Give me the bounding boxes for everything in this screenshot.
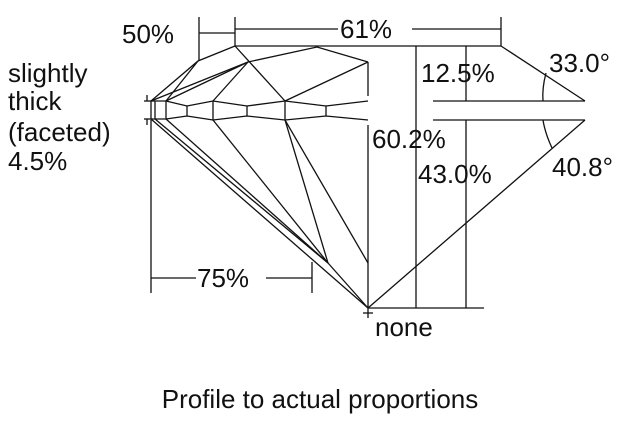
girdle bbox=[144, 95, 369, 125]
girdle-label-line2: thick bbox=[8, 86, 62, 116]
lower-half-label: 75% bbox=[197, 263, 249, 293]
pavilion-depth-label: 43.0% bbox=[418, 159, 492, 189]
girdle-label-line1: slightly bbox=[8, 58, 87, 88]
dimension-lines bbox=[150, 17, 585, 309]
pavilion-outline bbox=[150, 62, 586, 318]
girdle-label-line3: (faceted) bbox=[8, 117, 111, 147]
crown-height-label: 12.5% bbox=[421, 58, 495, 88]
pavilion-angle-label: 40.8° bbox=[552, 152, 613, 182]
table-diameter-label: 61% bbox=[340, 14, 392, 44]
total-depth-label: 60.2% bbox=[372, 124, 446, 154]
star-length-label: 50% bbox=[122, 19, 174, 49]
girdle-label-line4: 4.5% bbox=[8, 146, 67, 176]
crown-angle-label: 33.0° bbox=[549, 48, 610, 78]
crown-outline bbox=[150, 45, 586, 102]
caption: Profile to actual proportions bbox=[162, 384, 479, 414]
culet-label: none bbox=[375, 312, 433, 342]
